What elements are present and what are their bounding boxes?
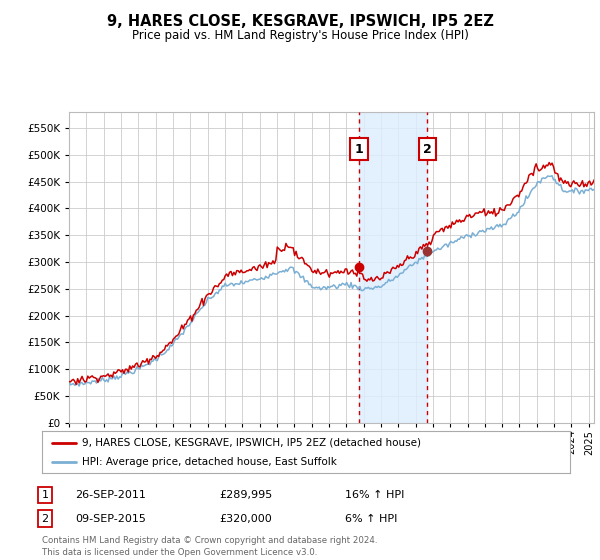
Text: 1: 1 xyxy=(355,143,363,156)
Text: HPI: Average price, detached house, East Suffolk: HPI: Average price, detached house, East… xyxy=(82,457,337,467)
Text: 9, HARES CLOSE, KESGRAVE, IPSWICH, IP5 2EZ: 9, HARES CLOSE, KESGRAVE, IPSWICH, IP5 2… xyxy=(107,14,493,29)
Text: £320,000: £320,000 xyxy=(219,514,272,524)
Bar xyxy=(359,112,427,423)
Text: 6% ↑ HPI: 6% ↑ HPI xyxy=(345,514,397,524)
Text: 1: 1 xyxy=(41,490,49,500)
Text: 2: 2 xyxy=(423,143,431,156)
Text: 16% ↑ HPI: 16% ↑ HPI xyxy=(345,490,404,500)
Text: 09-SEP-2015: 09-SEP-2015 xyxy=(75,514,146,524)
Text: Price paid vs. HM Land Registry's House Price Index (HPI): Price paid vs. HM Land Registry's House … xyxy=(131,29,469,42)
Text: Contains HM Land Registry data © Crown copyright and database right 2024.
This d: Contains HM Land Registry data © Crown c… xyxy=(42,536,377,557)
Text: £289,995: £289,995 xyxy=(219,490,272,500)
Text: 2: 2 xyxy=(41,514,49,524)
Text: 26-SEP-2011: 26-SEP-2011 xyxy=(75,490,146,500)
Text: 9, HARES CLOSE, KESGRAVE, IPSWICH, IP5 2EZ (detached house): 9, HARES CLOSE, KESGRAVE, IPSWICH, IP5 2… xyxy=(82,437,421,447)
